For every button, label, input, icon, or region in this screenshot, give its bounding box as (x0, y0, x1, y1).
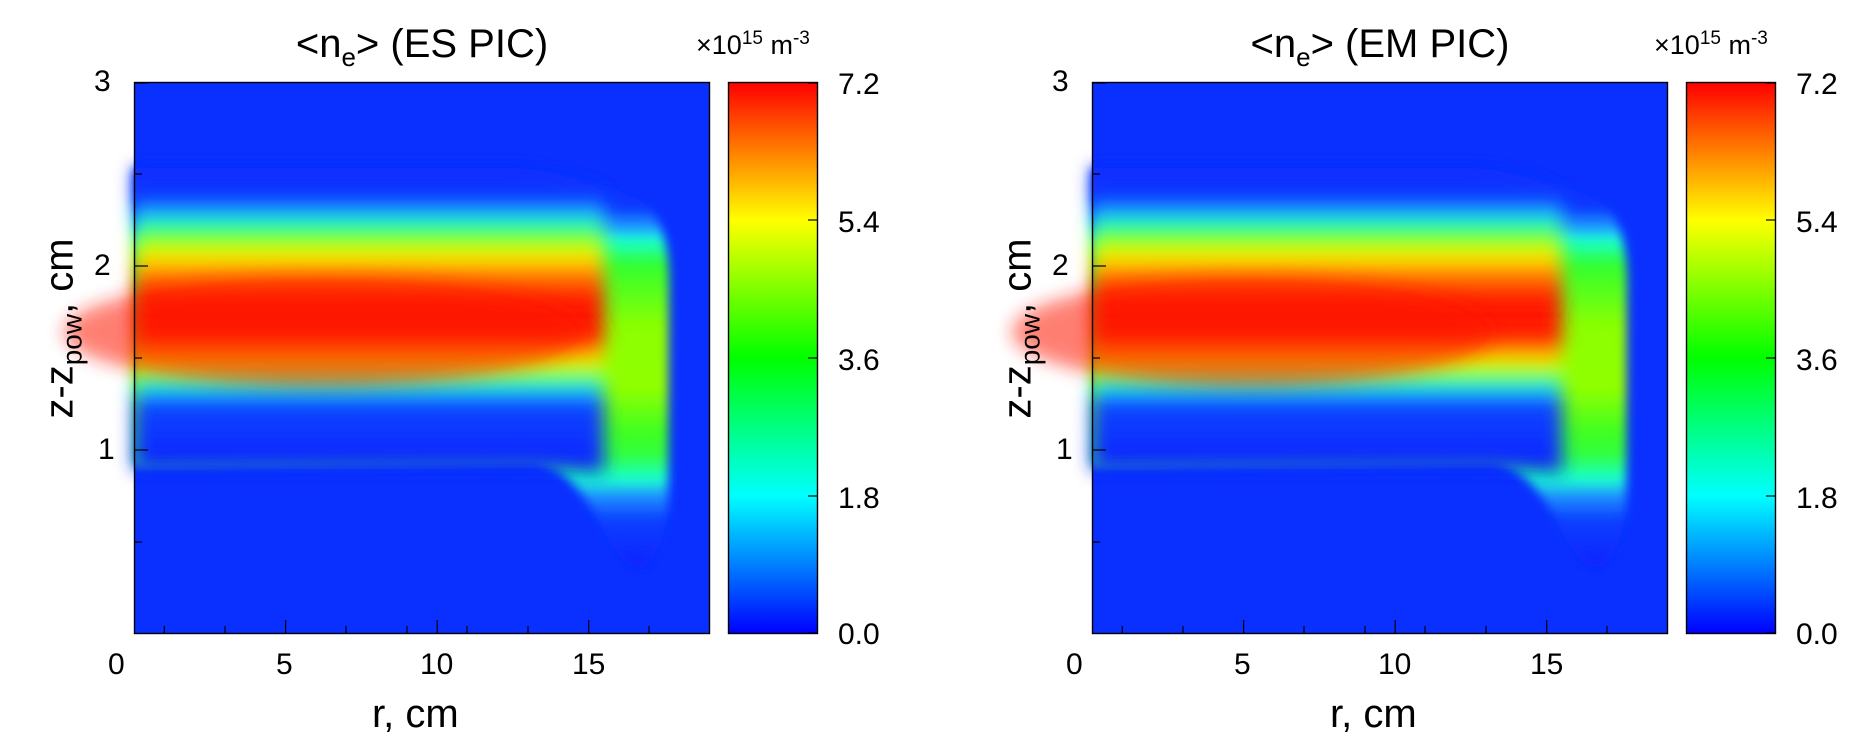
colorbar-tick-label: 1.8 (838, 482, 880, 515)
colorbar-gradient (727, 81, 819, 635)
x-tick-label: 10 (1378, 648, 1412, 681)
colorbar-gradient (1685, 81, 1777, 635)
y-tick-label: 3 (94, 65, 111, 98)
y-axis-label: z-zpow, cm (37, 238, 88, 419)
x-tick-label: 15 (572, 648, 606, 681)
x-tick-label: 0 (108, 648, 125, 681)
y-tick-label: 3 (1052, 65, 1069, 98)
y-tick-label: 2 (1052, 249, 1069, 282)
density-peak (1012, 278, 1492, 386)
colorbar-tick-label: 7.2 (838, 68, 880, 101)
colorbar-tick-label: 7.2 (1796, 68, 1838, 101)
colorbar-tick-label: 3.6 (838, 344, 880, 377)
axis-ticks (134, 82, 650, 634)
x-tick-label: 15 (1530, 648, 1564, 681)
y-axis-label: z-zpow, cm (995, 238, 1046, 419)
x-tick-label: 5 (276, 648, 293, 681)
colorbar-tick-label: 5.4 (1796, 206, 1838, 239)
x-axis-label: r, cm (1330, 692, 1417, 736)
y-tick-label: 1 (1056, 433, 1073, 466)
heatmap-panel-em-pic: <ne> (EM PIC) ×1015 m-3 (958, 0, 1872, 750)
colorbar-tick-label: 0.0 (838, 618, 880, 651)
heatmap-plot-area (64, 81, 711, 635)
axis-ticks (1092, 82, 1608, 634)
colorbar-tick-label: 5.4 (838, 206, 880, 239)
chart-title: <ne> (ES PIC) (295, 22, 549, 72)
x-axis-label: r, cm (372, 692, 459, 736)
x-tick-label: 10 (420, 648, 454, 681)
colorbar-ticks (808, 82, 818, 634)
x-tick-label: 5 (1234, 648, 1251, 681)
colorbar (1685, 81, 1777, 635)
colorbar-tick-label: 0.0 (1796, 618, 1838, 651)
heatmap-plot-area (1012, 81, 1669, 635)
colorbar-ticks (1766, 82, 1776, 634)
colorbar (727, 81, 819, 635)
colorbar-tick-label: 3.6 (1796, 344, 1838, 377)
y-tick-label: 2 (94, 249, 111, 282)
colorbar-tick-label: 1.8 (1796, 482, 1838, 515)
x-tick-label: 0 (1066, 648, 1083, 681)
y-tick-label: 1 (98, 433, 115, 466)
density-peak (64, 278, 584, 386)
colorbar-units: ×1015 m-3 (696, 28, 810, 60)
colorbar-units: ×1015 m-3 (1654, 28, 1768, 60)
heatmap-panel-es-pic: <ne> (ES PIC) ×1015 m-3 (37, 22, 880, 736)
chart-title: <ne> (EM PIC) (1250, 22, 1510, 72)
